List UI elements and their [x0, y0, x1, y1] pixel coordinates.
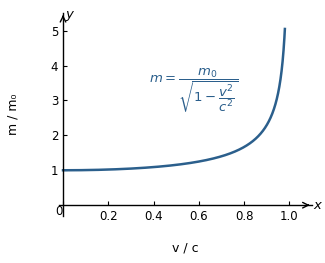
Text: x: x — [313, 199, 321, 212]
Text: v / c: v / c — [172, 242, 199, 255]
Text: 0: 0 — [56, 205, 63, 218]
Text: y: y — [66, 8, 74, 21]
Text: $m = \dfrac{m_0}{\sqrt{1 - \dfrac{v^2}{c^2}}}$: $m = \dfrac{m_0}{\sqrt{1 - \dfrac{v^2}{c… — [149, 66, 238, 114]
Text: m / m₀: m / m₀ — [6, 94, 20, 135]
